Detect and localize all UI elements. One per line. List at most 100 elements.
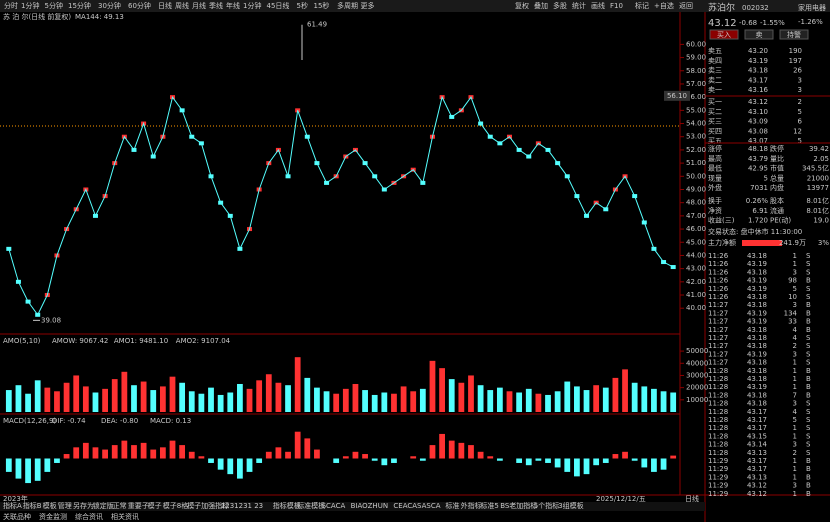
button[interactable] <box>744 29 774 40</box>
indicator-tab[interactable]: 1231231 23 <box>221 502 263 510</box>
tick-side: S <box>806 268 811 276</box>
tick-side: B <box>806 490 811 498</box>
tool-button[interactable]: 统计 <box>572 1 586 10</box>
tool-button[interactable]: 复权 <box>515 1 529 10</box>
tool-button[interactable]: 返回 <box>679 2 693 10</box>
bar <box>477 451 484 459</box>
period-tab[interactable]: 60分钟 <box>128 1 151 10</box>
button-label[interactable]: 卖 <box>756 31 763 39</box>
period-tab[interactable]: 5秒 <box>297 1 308 10</box>
indicator-tab[interactable]: 模子8格 <box>163 501 188 510</box>
period-tab[interactable]: 15秒 <box>314 1 330 10</box>
tick-volume: 4 <box>793 334 798 342</box>
indicator-tab[interactable]: BIAOZHUN <box>351 502 388 510</box>
tool-button[interactable]: 画线 <box>591 1 605 10</box>
chart-title: 苏 泊 尔(日线 前复权) <box>3 12 71 21</box>
indicator-tab[interactable]: SCACA <box>322 502 346 510</box>
period-tab[interactable]: 5分钟 <box>45 1 63 10</box>
bar <box>92 447 99 459</box>
button-label[interactable]: 持警 <box>787 30 801 39</box>
period-tab[interactable]: 45日线 <box>267 1 290 10</box>
period-tab[interactable]: 30分钟 <box>98 1 121 10</box>
indicator-tab[interactable]: 管理 <box>58 501 72 510</box>
period-tab[interactable]: 多周期 <box>337 1 358 10</box>
tool-button[interactable]: F10 <box>610 2 623 10</box>
button[interactable] <box>779 29 809 40</box>
link-tab[interactable]: 关联品种 <box>3 512 31 521</box>
button-label[interactable]: 买入 <box>717 31 731 39</box>
y-tick-label: 44.00 <box>686 251 706 259</box>
tick-price: 43.18 <box>747 359 767 367</box>
low-label: 39.08 <box>41 316 61 324</box>
period-tab[interactable]: 季线 <box>209 1 223 10</box>
indicator-tab[interactable]: 指标模板 <box>273 501 301 510</box>
period-tab[interactable]: 周线 <box>175 1 189 10</box>
tool-button[interactable]: 叠加 <box>534 1 548 10</box>
indicator-tab[interactable]: 外指标 <box>461 501 482 510</box>
stat-value: 42.95 <box>748 165 768 173</box>
book-price: 43.18 <box>748 67 768 75</box>
period-tab[interactable]: 月线 <box>192 1 206 10</box>
indicator-tab[interactable]: 5个指标 <box>534 501 559 510</box>
tick-side: B <box>806 482 811 490</box>
indicator-tab[interactable]: 标准 <box>445 501 459 510</box>
period-tab[interactable]: 1分钟 <box>243 1 261 10</box>
date-label: 2025/12/12/五 <box>596 495 646 503</box>
indicator-tab[interactable]: 模子加强指标 <box>187 501 229 510</box>
period-tab[interactable]: 更多 <box>361 1 375 10</box>
indicator-tab[interactable]: 模板 <box>43 501 57 510</box>
period-tab[interactable]: 分时 <box>4 1 18 10</box>
bar <box>246 388 253 412</box>
indicator-tab[interactable]: 指标A <box>3 501 22 510</box>
tick-volume: 4 <box>793 408 798 416</box>
bar <box>381 392 388 412</box>
indicator-tab[interactable]: 另存为 <box>73 501 94 510</box>
tool-button[interactable]: 多股 <box>553 1 567 10</box>
tool-button[interactable]: +自选 <box>654 1 674 10</box>
bar <box>622 369 628 412</box>
bar <box>265 374 272 412</box>
period-tab[interactable]: 年线 <box>226 1 240 10</box>
tick-price: 43.18 <box>747 301 767 309</box>
bar <box>419 458 426 461</box>
indicator-tab[interactable]: 3组模板 <box>558 501 583 510</box>
link-tab[interactable]: 资金监测 <box>39 512 67 521</box>
indicator: AMO1: 9481.10 <box>114 337 168 345</box>
link-tab[interactable]: 相关资讯 <box>111 512 139 521</box>
indicator-tab[interactable]: 模子 <box>148 501 162 510</box>
bar <box>516 458 523 463</box>
bar <box>111 379 118 412</box>
period-label[interactable]: 日线 <box>685 494 699 503</box>
period-tab[interactable]: 日线 <box>158 1 172 10</box>
indicator-tab[interactable]: 标准模板 <box>297 501 325 510</box>
tick-side: S <box>806 432 811 440</box>
stat-value: 39.42 <box>809 145 829 153</box>
tool-button[interactable]: 标记 <box>635 1 649 10</box>
indicator-tab[interactable]: 正常 <box>113 501 127 510</box>
book-volume: 12 <box>793 127 802 135</box>
y-tick-label: 40000 <box>686 359 708 367</box>
bar <box>429 360 436 412</box>
crosshair-label: 56.10 <box>667 92 687 100</box>
y-tick-label: 56.00 <box>686 93 706 101</box>
tick-time: 11:28 <box>708 400 728 408</box>
indicator-tab[interactable]: 锁定版 <box>93 501 114 510</box>
stat-label: 跌停 <box>770 144 784 153</box>
indicator-tab[interactable]: CEACASASCA <box>393 502 440 510</box>
book-volume: 5 <box>798 108 802 116</box>
period-tab[interactable]: 15分钟 <box>68 1 91 10</box>
bar <box>227 392 234 412</box>
bar <box>545 458 551 463</box>
tick-side: B <box>806 391 811 399</box>
bar <box>208 458 214 463</box>
indicator-tab[interactable]: 指标B <box>23 501 42 510</box>
y-tick-label: 43.00 <box>686 265 706 273</box>
book-price: 43.09 <box>748 118 768 126</box>
indicator-tab[interactable]: BS老加指标 <box>500 501 537 510</box>
indicator-tab[interactable]: 标准5 <box>480 501 498 510</box>
indicator-tab[interactable]: 重要子 <box>128 502 149 510</box>
link-tab[interactable]: 综合资讯 <box>75 512 103 521</box>
period-tab[interactable]: 1分钟 <box>21 1 39 10</box>
button[interactable] <box>709 29 739 40</box>
